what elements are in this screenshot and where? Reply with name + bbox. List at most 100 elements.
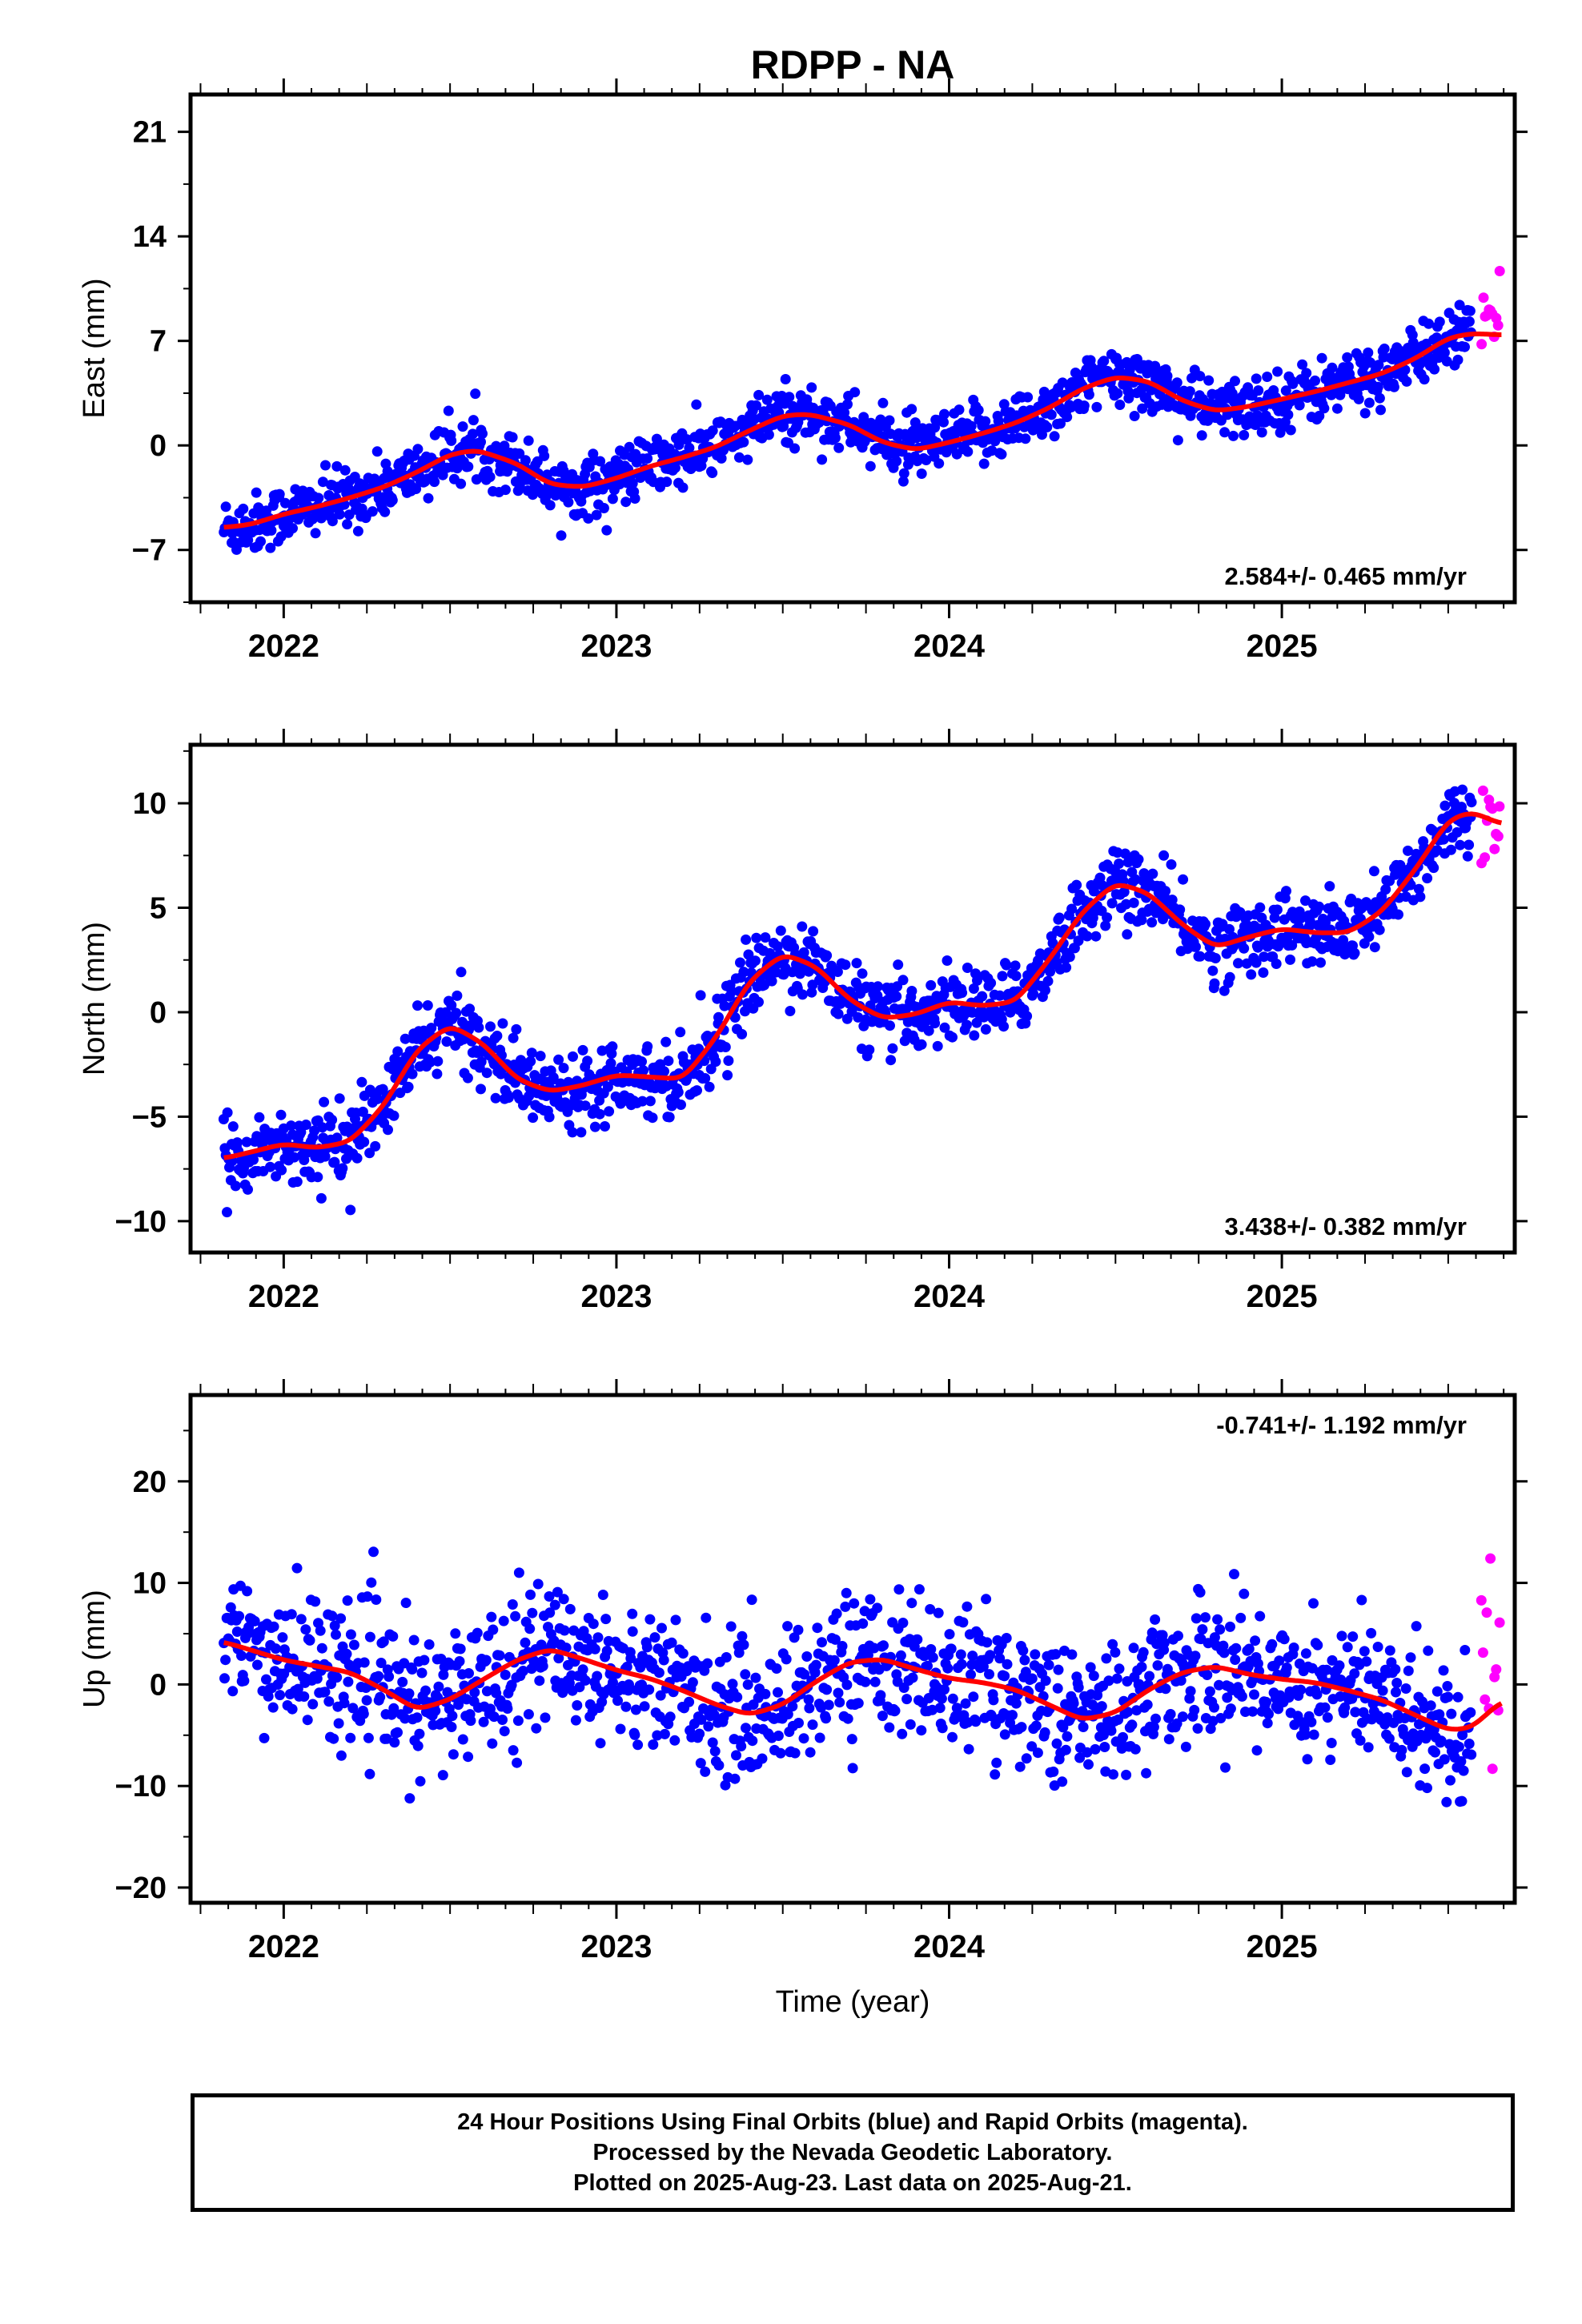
final-orbit-point: [729, 1773, 741, 1784]
final-orbit-point: [897, 476, 909, 487]
final-orbit-point: [849, 1598, 860, 1609]
final-orbit-point: [1043, 1659, 1054, 1671]
final-orbit-point: [363, 1732, 374, 1743]
final-orbit-point: [480, 1655, 492, 1666]
final-orbit-point: [1452, 1691, 1464, 1703]
final-orbit-point: [1174, 904, 1186, 915]
final-orbit-point: [424, 1056, 436, 1068]
final-orbit-point: [742, 454, 753, 465]
final-orbit-point: [747, 1735, 758, 1747]
final-orbit-point: [412, 444, 424, 455]
final-orbit-point: [1219, 985, 1230, 996]
velocity-rate-label: 3.438+/- 0.382 mm/yr: [1225, 1212, 1467, 1240]
final-orbit-point: [511, 1023, 522, 1035]
final-orbit-point: [302, 1715, 313, 1726]
final-orbit-point: [703, 1721, 714, 1732]
final-orbit-point: [1083, 389, 1094, 400]
final-orbit-point: [740, 1669, 751, 1680]
final-orbit-point: [524, 1091, 535, 1102]
final-orbit-point: [1228, 430, 1239, 441]
rapid-orbit-point: [1480, 852, 1491, 863]
final-orbit-point: [951, 1703, 962, 1714]
panels-group: −7 0 7 14 21 2022 2023 2024 2025 East (mm) 2.584+/…: [78, 78, 1528, 1964]
final-orbit-point: [663, 1055, 674, 1067]
final-orbit-point: [1195, 371, 1206, 382]
panel-frame: [188, 742, 1517, 1255]
rapid-orbit-point: [1477, 785, 1488, 796]
final-orbit-point: [707, 1737, 718, 1748]
final-orbit-point: [1281, 886, 1291, 897]
final-orbit-point: [462, 1072, 473, 1084]
final-orbit-point: [1062, 412, 1073, 423]
final-orbit-point: [315, 1192, 327, 1204]
final-orbit-point: [999, 1671, 1010, 1682]
final-orbit-point: [782, 1621, 793, 1632]
final-orbit-point: [1160, 1683, 1171, 1695]
trend-fit-line: [223, 811, 1503, 1160]
final-orbit-point: [352, 525, 363, 537]
final-orbit-point: [1446, 1708, 1457, 1719]
final-orbit-point: [556, 530, 567, 541]
final-orbit-point: [1026, 1673, 1038, 1684]
final-orbit-point: [1438, 834, 1449, 845]
final-orbit-point: [1014, 1761, 1026, 1772]
final-orbit-point: [872, 424, 883, 436]
final-orbit-point: [1064, 951, 1075, 963]
final-orbit-point: [416, 1667, 428, 1679]
final-orbit-point: [916, 468, 927, 479]
final-orbit-point: [891, 991, 902, 1002]
final-orbit-point: [387, 495, 398, 506]
final-orbit-point: [851, 958, 862, 969]
final-orbit-point: [601, 525, 612, 536]
final-orbit-point: [789, 1747, 801, 1759]
final-orbit-point: [392, 1727, 403, 1738]
final-orbit-point: [345, 1204, 356, 1216]
final-orbit-point: [1066, 1649, 1078, 1660]
final-orbit-point: [379, 506, 391, 517]
final-orbit-point: [1359, 408, 1371, 419]
final-orbit-point: [553, 1653, 564, 1664]
final-orbit-point: [494, 1650, 505, 1661]
final-orbit-point: [1203, 375, 1215, 386]
final-orbit-point: [513, 1567, 524, 1578]
final-orbit-point: [407, 1664, 418, 1675]
final-orbit-point: [414, 1728, 425, 1739]
final-orbit-point: [255, 536, 266, 547]
final-orbit-point: [821, 950, 833, 961]
final-orbit-point: [1400, 1683, 1411, 1694]
final-orbit-point: [1304, 915, 1315, 927]
final-orbit-point: [1098, 356, 1110, 367]
final-orbit-point: [1263, 1708, 1274, 1719]
final-orbit-point: [1462, 850, 1473, 862]
final-orbit-point: [801, 1651, 813, 1662]
final-orbit-point: [1439, 800, 1451, 811]
footer-line-3: Plotted on 2025-Aug-23. Last data on 202…: [573, 2170, 1132, 2196]
final-orbit-point: [1042, 421, 1053, 432]
final-orbit-point: [1047, 938, 1058, 949]
final-orbit-point: [432, 1055, 444, 1067]
final-orbit-point: [973, 404, 984, 416]
final-orbit-point: [1331, 403, 1343, 414]
final-orbit-point: [812, 1622, 823, 1634]
final-orbit-point: [486, 1611, 497, 1622]
final-orbit-point: [1434, 1709, 1445, 1720]
final-orbit-point: [307, 1699, 319, 1710]
final-orbit-point: [1133, 854, 1144, 865]
final-orbit-point: [753, 996, 764, 1007]
final-orbit-point: [1055, 418, 1066, 429]
final-orbit-point: [1411, 1621, 1422, 1632]
final-orbit-point: [1429, 364, 1440, 375]
final-orbit-point: [508, 1032, 519, 1043]
final-orbit-point: [331, 1672, 343, 1683]
final-orbit-point: [560, 1642, 572, 1654]
final-orbit-point: [276, 1164, 287, 1176]
final-orbit-point: [1028, 988, 1038, 999]
final-orbit-point: [342, 1595, 353, 1606]
final-orbit-point: [300, 1624, 311, 1635]
final-orbit-point: [713, 1759, 725, 1771]
final-orbit-point: [548, 1072, 559, 1083]
y-tick-label: −20: [115, 1872, 167, 1905]
final-orbit-point: [441, 1036, 452, 1047]
final-orbit-point: [1251, 373, 1262, 384]
final-orbit-point: [1222, 409, 1233, 420]
